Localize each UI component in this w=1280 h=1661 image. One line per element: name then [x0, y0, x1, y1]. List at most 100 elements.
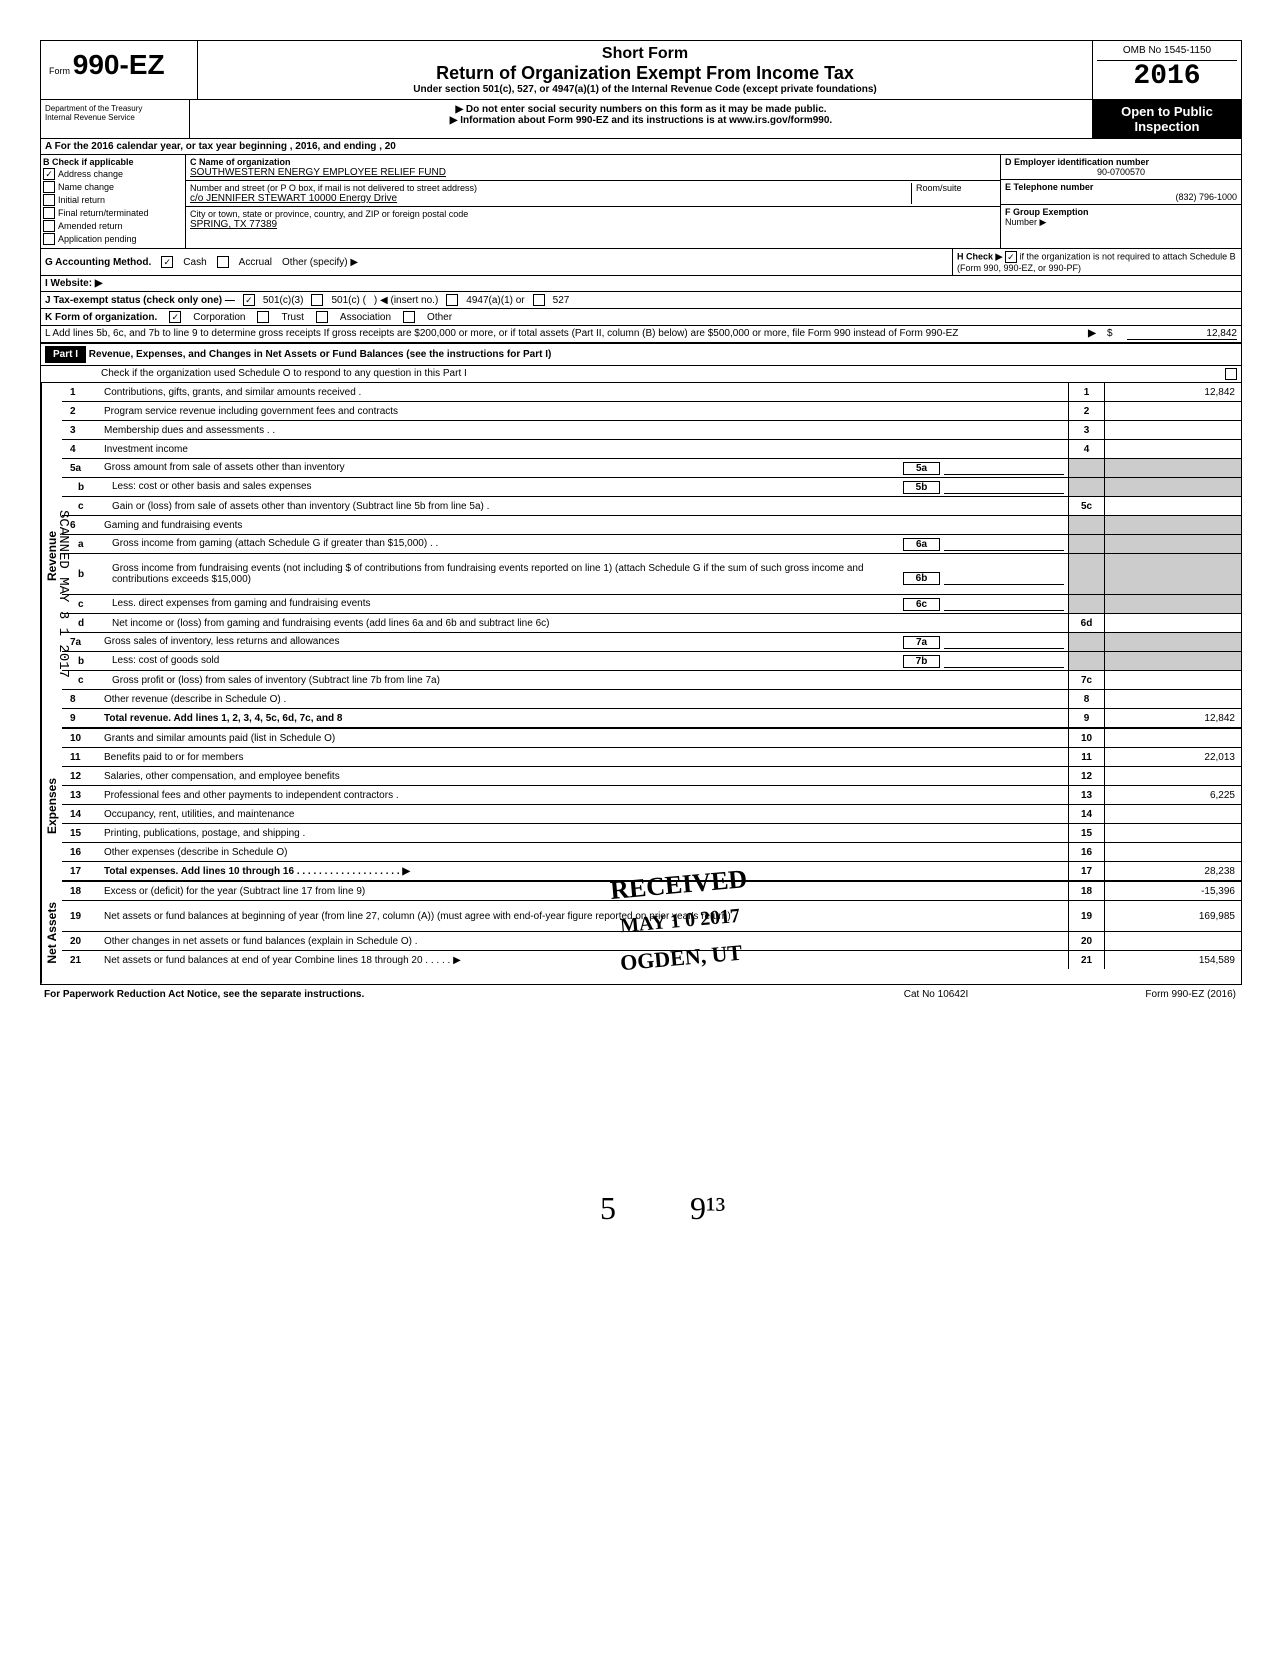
line-a: A For the 2016 calendar year, or tax yea… — [41, 139, 1241, 155]
ln1-val: 12,842 — [1105, 383, 1241, 401]
checkbox-name[interactable] — [43, 181, 55, 193]
ln9-num: 9 — [62, 713, 100, 724]
ln6a-innerbox: 6a — [903, 538, 940, 551]
k-label: K Form of organization. — [45, 312, 157, 323]
ln2-num: 2 — [62, 406, 100, 417]
ln6-grayval — [1105, 516, 1241, 534]
ln4-box: 4 — [1068, 440, 1105, 458]
ln20-num: 20 — [62, 936, 100, 947]
checkbox-501c3[interactable]: ✓ — [243, 294, 255, 306]
ln5b-grayval — [1105, 478, 1241, 496]
ln14-val — [1105, 805, 1241, 823]
ln9-box: 9 — [1068, 709, 1105, 727]
omb-number: OMB No 1545-1150 — [1097, 45, 1237, 61]
checkbox-schedule-o[interactable] — [1225, 368, 1237, 380]
ln8-desc: Other revenue (describe in Schedule O) . — [100, 692, 1068, 707]
ln7b-desc: Less: cost of goods sold — [112, 655, 903, 668]
ln9-desc: Total revenue. Add lines 1, 2, 3, 4, 5c,… — [100, 711, 1068, 726]
checkbox-4947[interactable] — [446, 294, 458, 306]
city-label: City or town, state or province, country… — [190, 209, 996, 219]
checkbox-527[interactable] — [533, 294, 545, 306]
ln12-val — [1105, 767, 1241, 785]
info-cell: ▶ Do not enter social security numbers o… — [190, 100, 1093, 138]
checkbox-assoc[interactable] — [316, 311, 328, 323]
checkbox-corp[interactable]: ✓ — [169, 311, 181, 323]
org-name: SOUTHWESTERN ENERGY EMPLOYEE RELIEF FUND — [190, 167, 996, 178]
ln7a-grayval — [1105, 633, 1241, 651]
ln2-box: 2 — [1068, 402, 1105, 420]
d-label: D Employer identification number — [1005, 157, 1237, 167]
checkbox-initial[interactable] — [43, 194, 55, 206]
ln5b-innerbox: 5b — [903, 481, 940, 494]
checkbox-accrual[interactable] — [217, 256, 229, 268]
ln5c-box: 5c — [1068, 497, 1105, 515]
j-c3: 501(c)(3) — [263, 295, 304, 306]
i-label: I Website: ▶ — [45, 278, 103, 289]
ln5b-gray — [1068, 478, 1105, 496]
tax-year: 2016 — [1097, 61, 1237, 92]
k-other: Other — [427, 312, 452, 323]
ln21-val: 154,589 — [1105, 951, 1241, 969]
ln13-num: 13 — [62, 790, 100, 801]
f-label2: Number ▶ — [1005, 217, 1046, 227]
ln6b-desc: Gross income from fundraising events (no… — [112, 563, 903, 585]
ln14-num: 14 — [62, 809, 100, 820]
section-bcdef: B Check if applicable ✓Address change Na… — [41, 155, 1241, 249]
ln13-box: 13 — [1068, 786, 1105, 804]
ln13-val: 6,225 — [1105, 786, 1241, 804]
ln6a-grayval — [1105, 535, 1241, 553]
revenue-label: Revenue — [41, 383, 62, 729]
j-a1: 4947(a)(1) or — [466, 295, 524, 306]
section-def: D Employer identification number 90-0700… — [1000, 155, 1241, 248]
l-dollar: $ — [1107, 328, 1127, 340]
f-label: F Group Exemption — [1005, 207, 1089, 217]
ln17-val: 28,238 — [1105, 862, 1241, 880]
ln3-val — [1105, 421, 1241, 439]
room-label: Room/suite — [911, 183, 996, 204]
ln2-val — [1105, 402, 1241, 420]
checkbox-pending[interactable] — [43, 233, 55, 245]
ln10-desc: Grants and similar amounts paid (list in… — [100, 731, 1068, 746]
checkbox-other[interactable] — [403, 311, 415, 323]
checkbox-h[interactable]: ✓ — [1005, 251, 1017, 263]
ln6a-gray — [1068, 535, 1105, 553]
j-label: J Tax-exempt status (check only one) — — [45, 295, 235, 306]
city: SPRING, TX 77389 — [190, 219, 996, 230]
initial-return: Initial return — [58, 195, 105, 205]
ln2-desc: Program service revenue including govern… — [100, 404, 1068, 419]
ln19-box: 19 — [1068, 901, 1105, 931]
part1-title: Revenue, Expenses, and Changes in Net As… — [89, 349, 552, 360]
ln5b-desc: Less: cost or other basis and sales expe… — [112, 481, 903, 494]
netassets-label: Net Assets — [41, 882, 62, 984]
street: c/o JENNIFER STEWART 10000 Energy Drive — [190, 193, 911, 204]
footer: For Paperwork Reduction Act Notice, see … — [40, 985, 1240, 1004]
ln15-desc: Printing, publications, postage, and shi… — [100, 826, 1068, 841]
ln11-num: 11 — [62, 752, 100, 763]
ln4-desc: Investment income — [100, 442, 1068, 457]
l-arrow: ▶ — [1077, 328, 1107, 340]
ln6c-inner — [944, 598, 1064, 611]
ln6c-innerbox: 6c — [903, 598, 940, 611]
cash-label: Cash — [183, 257, 206, 268]
checkbox-cash[interactable]: ✓ — [161, 256, 173, 268]
ln7b-innerbox: 7b — [903, 655, 940, 668]
ln7b-gray — [1068, 652, 1105, 670]
ln6c-grayval — [1105, 595, 1241, 613]
checkbox-trust[interactable] — [257, 311, 269, 323]
checkbox-amended[interactable] — [43, 220, 55, 232]
form-990ez: Form 990-EZ Short Form Return of Organiz… — [40, 40, 1242, 985]
checkbox-address[interactable]: ✓ — [43, 168, 55, 180]
ln6-gray — [1068, 516, 1105, 534]
ln14-desc: Occupancy, rent, utilities, and maintena… — [100, 807, 1068, 822]
dept-treasury: Department of the Treasury — [45, 104, 185, 113]
k-trust: Trust — [281, 312, 303, 323]
ln15-box: 15 — [1068, 824, 1105, 842]
ln1-box: 1 — [1068, 383, 1105, 401]
checkbox-final[interactable] — [43, 207, 55, 219]
ln11-val: 22,013 — [1105, 748, 1241, 766]
checkbox-501c[interactable] — [311, 294, 323, 306]
l-value: 12,842 — [1127, 328, 1237, 340]
ln21-desc: Net assets or fund balances at end of ye… — [100, 953, 1068, 968]
ln17-num: 17 — [62, 866, 100, 877]
ln6d-box: 6d — [1068, 614, 1105, 632]
